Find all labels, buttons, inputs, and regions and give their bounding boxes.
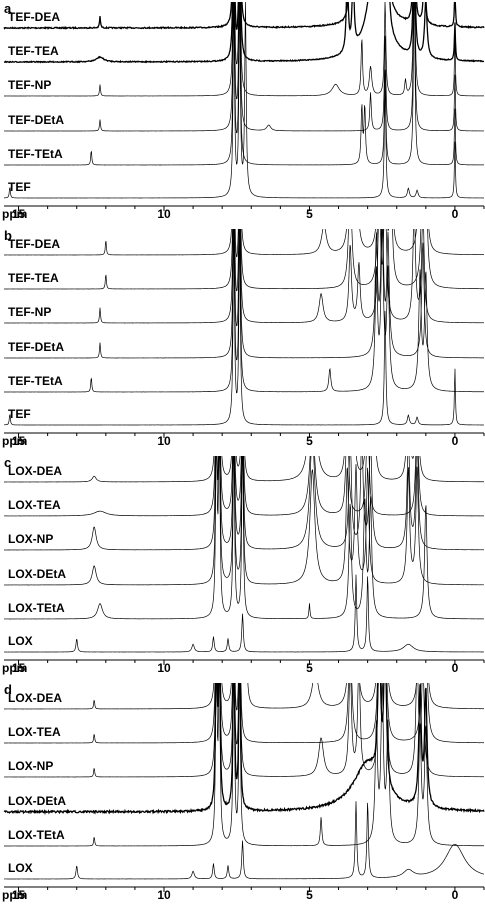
x-tick-label: 0 [452,434,459,448]
spectrum-trace [3,683,485,778]
spectrum-trace [3,2,485,166]
spectrum-trace [3,574,484,653]
spectrum-trace [3,233,485,426]
panel-letter: c [4,455,11,470]
trace-label: LOX-TEA [8,725,61,739]
panel-letter: b [4,228,12,243]
x-tick-label: 15 [12,888,26,902]
x-tick-label: 10 [157,661,171,675]
x-axis-unit: ppm [2,888,27,902]
trace-label: TEF-TEA [8,271,59,285]
spectrum-trace [3,683,485,744]
x-tick-label: 5 [306,434,313,448]
spectrum-trace [3,801,485,880]
trace-label: LOX-DEA [8,691,62,705]
spectra-traces [3,229,485,426]
spectrum-trace [3,2,485,199]
spectra-traces [3,683,485,880]
trace-label: LOX-DEtA [8,794,66,808]
spectrum-trace [3,229,485,256]
trace-label: TEF-DEtA [8,113,64,127]
x-axis-unit: ppm [2,661,27,675]
x-tick-label: 15 [12,661,26,675]
spectrum-trace [3,456,485,620]
x-tick-label: 5 [306,207,313,221]
spectra-traces [3,2,485,199]
trace-label: TEF-TEA [8,44,59,58]
spectra-traces [3,456,485,653]
spectrum-trace [3,456,485,551]
trace-label: LOX-TEtA [8,828,65,842]
trace-label: LOX-TEA [8,498,61,512]
trace-label: TEF-DEA [8,237,60,251]
x-tick-label: 15 [12,434,26,448]
trace-label: LOX-TEtA [8,601,65,615]
spectrum-trace [3,456,485,483]
spectrum-trace [3,2,485,30]
spectrum-trace [3,229,485,290]
x-axis-unit: ppm [2,434,27,448]
panel-letter: a [4,1,12,16]
spectrum-trace [4,2,485,97]
spectrum-trace [3,229,484,359]
x-tick-label: 5 [306,888,313,902]
trace-label: TEF [8,180,31,194]
trace-label: TEF-DEA [8,10,60,24]
spectrum-trace [3,683,485,710]
spectrum-trace [4,229,485,324]
x-tick-label: 0 [452,207,459,221]
spectrum-trace [3,683,485,816]
trace-label: TEF-TEtA [8,147,63,161]
spectrum-trace [3,456,485,517]
x-tick-label: 10 [157,434,171,448]
x-tick-label: 5 [306,661,313,675]
trace-label: TEF [8,407,31,421]
spectrum-trace [3,456,484,586]
spectrum-trace [3,229,484,393]
x-tick-label: 0 [452,661,459,675]
spectrum-trace [4,683,485,847]
x-tick-label: 10 [157,207,171,221]
x-tick-label: 0 [452,888,459,902]
x-axis-unit: ppm [2,207,27,221]
trace-label: TEF-TEtA [8,374,63,388]
x-tick-label: 15 [12,207,26,221]
panel-letter: d [4,682,12,697]
x-tick-label: 10 [157,888,171,902]
trace-label: LOX-NP [8,759,53,773]
trace-label: TEF-NP [8,305,51,319]
spectrum-trace [3,2,485,64]
trace-label: LOX [8,634,33,648]
trace-label: TEF-NP [8,78,51,92]
trace-label: TEF-DEtA [8,340,64,354]
trace-label: LOX-DEtA [8,567,66,581]
trace-label: LOX-DEA [8,464,62,478]
trace-label: LOX [8,861,33,875]
trace-label: LOX-NP [8,532,53,546]
